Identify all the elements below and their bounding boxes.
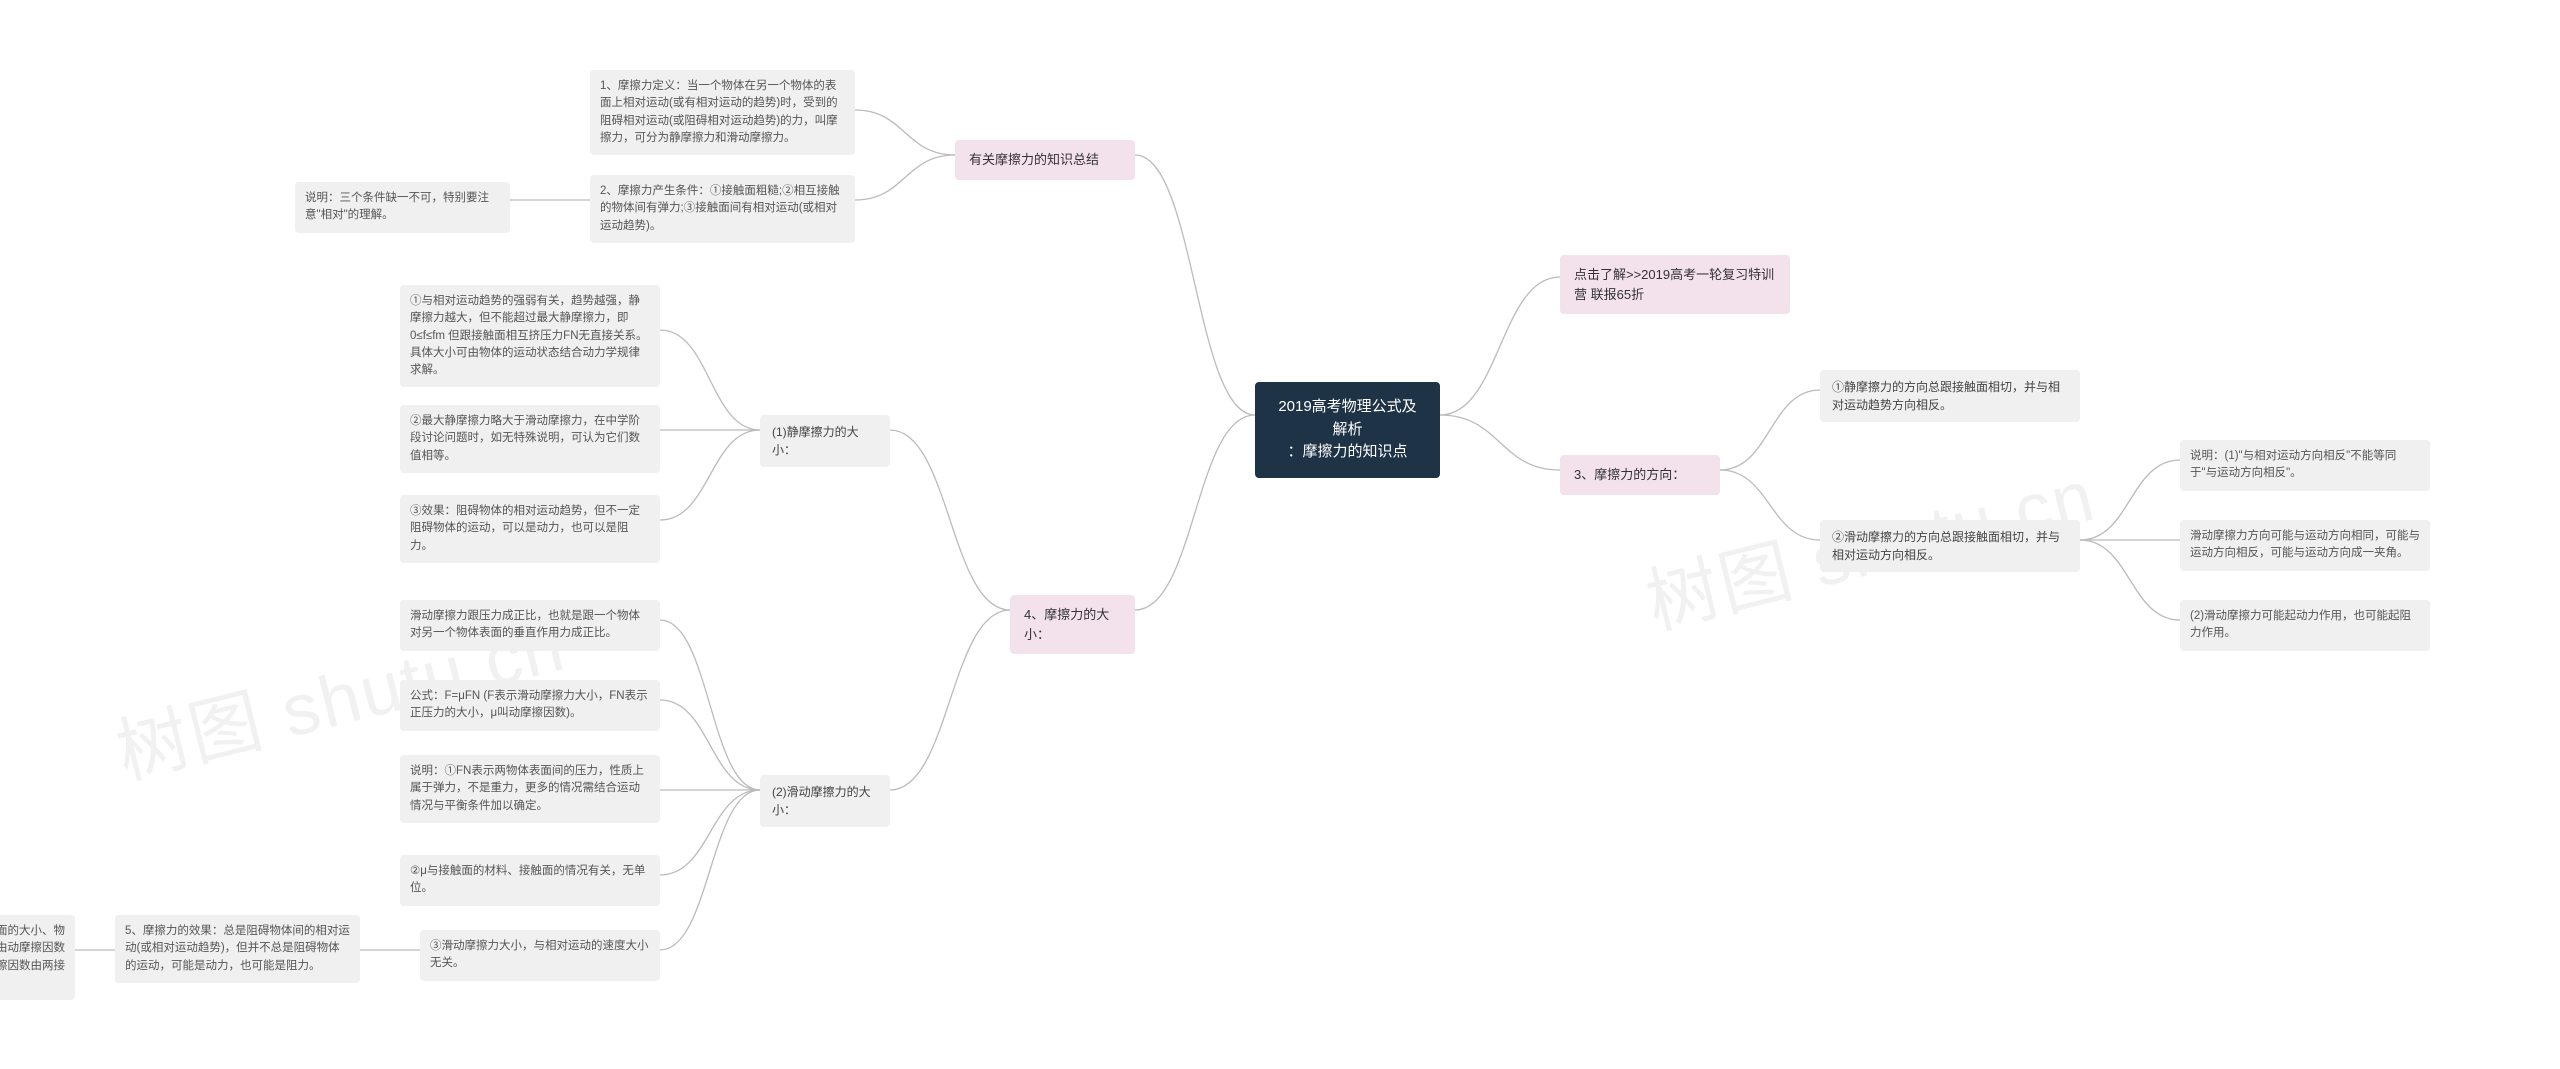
b4-s2: (2)滑动摩擦力的大小： (760, 775, 890, 827)
b3-n1: ①静摩擦力的方向总跟接触面相切，并与相对运动趋势方向相反。 (1820, 370, 2080, 422)
s2-n3: 说明：①FN表示两物体表面间的压力，性质上属于弹力，不是重力，更多的情况需结合运… (400, 755, 660, 823)
root-node: 2019高考物理公式及解析 ：摩擦力的知识点 (1255, 382, 1440, 478)
s1-n1: ①与相对运动趋势的强弱有关，趋势越强，静摩擦力越大，但不能超过最大静摩擦力，即0… (400, 285, 660, 387)
connector-layer (0, 0, 2560, 1069)
s2-n5-note: 说明：滑动摩擦力的大小与接触面的大小、物体运动的速度和加速度无关，只由动摩擦因数… (0, 915, 75, 1000)
b3-note2: 滑动摩擦力方向可能与运动方向相同，可能与运动方向相反，可能与运动方向成一夹角。 (2180, 520, 2430, 571)
branch-3: 3、摩擦力的方向： (1560, 455, 1720, 495)
b3-n2: ②滑动摩擦力的方向总跟接触面相切，并与相对运动方向相反。 (1820, 520, 2080, 572)
b3-note1: 说明：(1)"与相对运动方向相反"不能等同于"与运动方向相反"。 (2180, 440, 2430, 491)
b4-s1: (1)静摩擦力的大小： (760, 415, 890, 467)
s2-n2: 公式：F=μFN (F表示滑动摩擦力大小，FN表示正压力的大小，μ叫动摩擦因数)… (400, 680, 660, 731)
s2-n4: ②μ与接触面的材料、接触面的情况有关，无单位。 (400, 855, 660, 906)
branch-1: 有关摩擦力的知识总结 (955, 140, 1135, 180)
b1-n1: 1、摩擦力定义：当一个物体在另一个物体的表面上相对运动(或有相对运动的趋势)时，… (590, 70, 855, 155)
s2-n5: ③滑动摩擦力大小，与相对运动的速度大小无关。 (420, 930, 660, 981)
s1-n3: ③效果：阻碍物体的相对运动趋势，但不一定阻碍物体的运动，可以是动力，也可以是阻力… (400, 495, 660, 563)
root-line2: ：摩擦力的知识点 (1273, 441, 1422, 464)
b1-n2-note: 说明：三个条件缺一不可，特别要注意"相对"的理解。 (295, 182, 510, 233)
b3-note3: (2)滑动摩擦力可能起动力作用，也可能起阻力作用。 (2180, 600, 2430, 651)
b1-n2: 2、摩擦力产生条件：①接触面粗糙;②相互接触的物体间有弹力;③接触面间有相对运动… (590, 175, 855, 243)
s2-n5-sub: 5、摩擦力的效果：总是阻碍物体间的相对运动(或相对运动趋势)，但并不总是阻碍物体… (115, 915, 360, 983)
s1-n2: ②最大静摩擦力略大于滑动摩擦力，在中学阶段讨论问题时，如无特殊说明，可认为它们数… (400, 405, 660, 473)
root-line1: 2019高考物理公式及解析 (1273, 396, 1422, 441)
right-link-node[interactable]: 点击了解>>2019高考一轮复习特训营 联报65折 (1560, 255, 1790, 314)
branch-4: 4、摩擦力的大小： (1010, 595, 1135, 654)
s2-n1: 滑动摩擦力跟压力成正比，也就是跟一个物体对另一个物体表面的垂直作用力成正比。 (400, 600, 660, 651)
